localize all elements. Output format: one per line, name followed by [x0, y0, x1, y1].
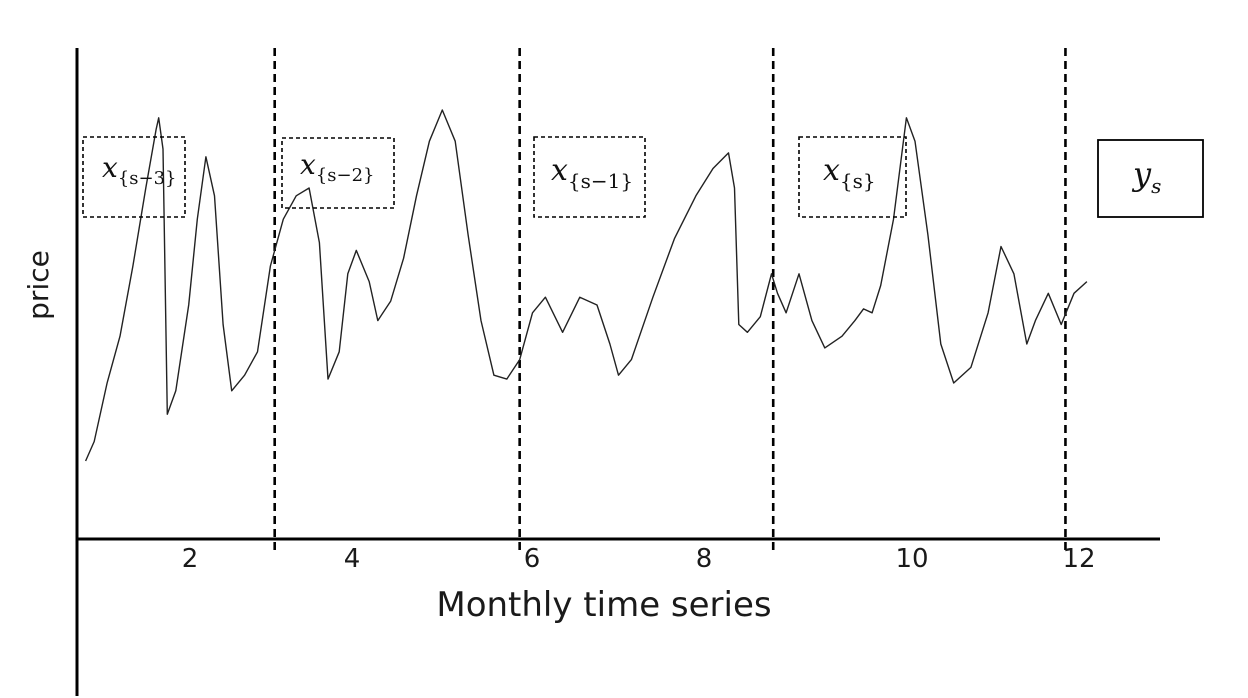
x-tick-label: 2: [182, 544, 199, 574]
window-split-lines: [273, 48, 1067, 550]
svg-text:x{s−1}: x{s−1}: [551, 153, 633, 193]
x-tick-label: 4: [344, 544, 361, 574]
window-label-box: x{s}: [798, 136, 907, 218]
svg-text:x{s−2}: x{s−2}: [300, 148, 374, 186]
target-label-box: ys: [1097, 139, 1204, 218]
svg-text:x{s−3}: x{s−3}: [102, 151, 176, 189]
svg-text:x{s}: x{s}: [823, 153, 876, 193]
window-label-box: x{s−2}: [281, 137, 395, 209]
price-series-line: [84, 109, 1088, 462]
window-label-box: x{s−1}: [533, 136, 646, 218]
svg-text:ys: ys: [1131, 155, 1161, 198]
y-axis-title: price: [22, 250, 55, 320]
x-tick-label: 10: [895, 544, 928, 574]
x-tick-label: 6: [524, 544, 541, 574]
x-axis-title: Monthly time series: [436, 585, 771, 625]
x-tick-label: 12: [1062, 544, 1095, 574]
x-tick-label: 8: [696, 544, 713, 574]
window-label-box: x{s−3}: [82, 136, 186, 218]
